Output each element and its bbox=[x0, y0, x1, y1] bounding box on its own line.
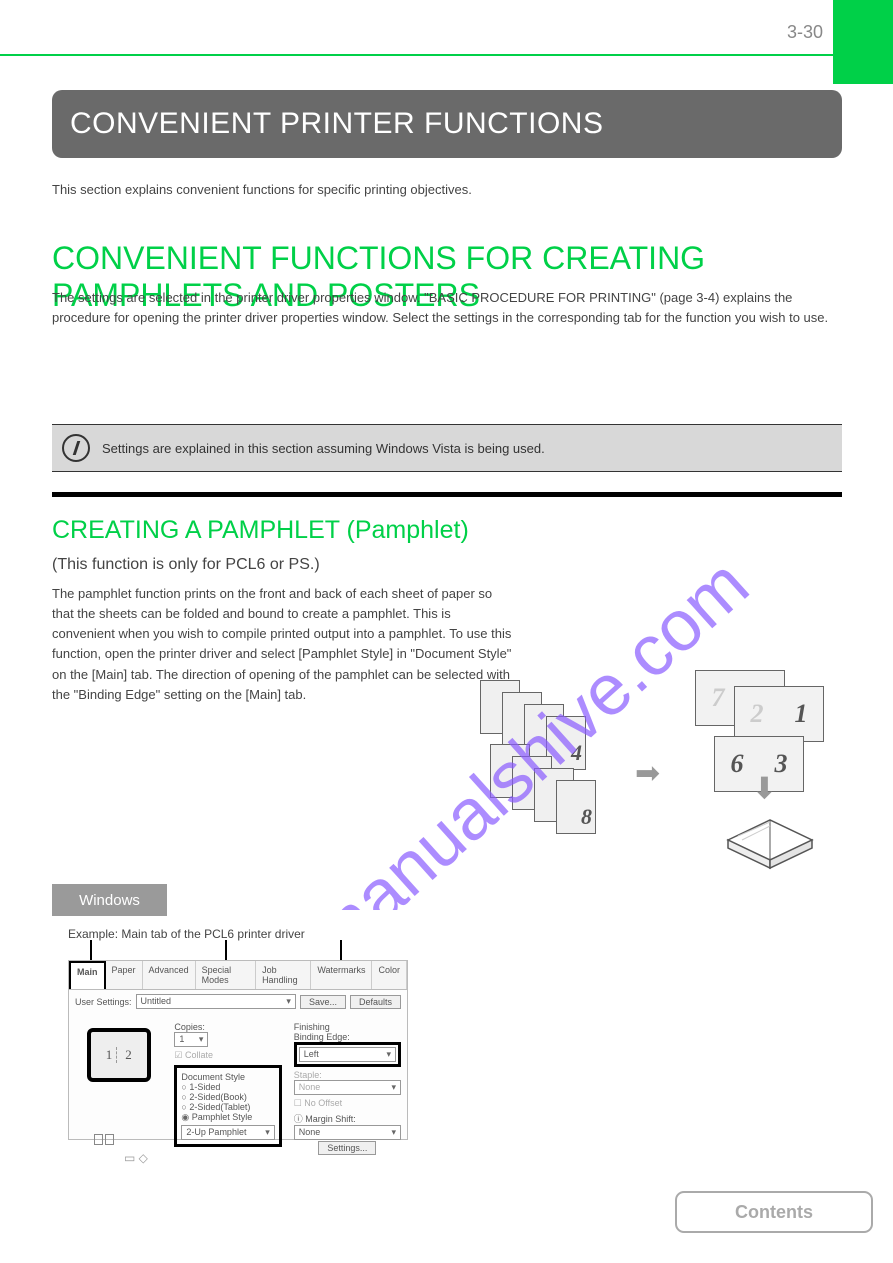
arrow-right-icon: ➡ bbox=[635, 756, 660, 791]
spread-card: 2 1 bbox=[734, 686, 824, 742]
user-settings-row: User Settings: Untitled Save... Defaults bbox=[69, 990, 407, 1013]
no-offset-check[interactable]: ☐ No Offset bbox=[294, 1098, 401, 1109]
contents-button[interactable]: Contents bbox=[675, 1191, 873, 1233]
tray-icons: ▭ ◇ bbox=[124, 1151, 148, 1165]
settings-button[interactable]: Settings... bbox=[318, 1141, 376, 1155]
note-callout: Settings are explained in this section a… bbox=[52, 424, 842, 472]
arrow-down-icon: ➡ bbox=[747, 775, 782, 800]
spread-right: 1 bbox=[779, 687, 823, 741]
tab-color[interactable]: Color bbox=[372, 961, 407, 989]
callout-line bbox=[225, 940, 227, 960]
pamphlet-title: CREATING A PAMPHLET (Pamphlet) bbox=[52, 516, 469, 545]
callout-line bbox=[340, 940, 342, 960]
collate-check[interactable]: ☑ Collate bbox=[174, 1050, 281, 1061]
save-button[interactable]: Save... bbox=[300, 995, 346, 1009]
tab-job[interactable]: Job Handling bbox=[256, 961, 311, 989]
radio-2sided-tablet[interactable]: 2-Sided(Tablet) bbox=[181, 1102, 274, 1112]
page-number: 3-30 bbox=[787, 22, 823, 43]
radio-pamphlet[interactable]: Pamphlet Style bbox=[181, 1112, 274, 1123]
ghost-2: 2 bbox=[735, 687, 779, 741]
copies-input[interactable]: 1 bbox=[174, 1032, 208, 1047]
preview-panel: 12 ▭ ◇ bbox=[69, 1016, 168, 1174]
copies-label: Copies: bbox=[174, 1022, 281, 1032]
callout-line bbox=[90, 940, 92, 960]
binding-edge-label: Binding Edge: bbox=[294, 1032, 401, 1042]
radio-1sided[interactable]: 1-Sided bbox=[181, 1082, 274, 1092]
intro-text-2: The settings are selected in the printer… bbox=[52, 288, 842, 327]
doc-style-label: Document Style bbox=[181, 1072, 274, 1082]
example-caption: Example: Main tab of the PCL6 printer dr… bbox=[68, 927, 305, 941]
note-text: Settings are explained in this section a… bbox=[102, 441, 545, 456]
binding-edge-select[interactable]: Left bbox=[299, 1047, 396, 1062]
pamphlet-diagram: 1 2 3 4 5 6 7 8 ➡ 7 8 2 1 6 3 ➡ bbox=[470, 660, 840, 880]
driver-tabs: Main Paper Advanced Special Modes Job Ha… bbox=[69, 961, 407, 990]
tab-main[interactable]: Main bbox=[69, 961, 106, 989]
pencil-icon bbox=[62, 434, 90, 462]
driver-screenshot: Main Paper Advanced Special Modes Job Ha… bbox=[68, 960, 408, 1140]
layout-preview: 12 bbox=[87, 1028, 151, 1082]
banner-title: CONVENIENT PRINTER FUNCTIONS bbox=[52, 90, 842, 158]
user-settings-select[interactable]: Untitled bbox=[136, 994, 296, 1009]
pamphlet-subtitle: (This function is only for PCL6 or PS.) bbox=[52, 556, 320, 574]
page-card: 8 bbox=[556, 780, 596, 834]
pamphlet-body: The pamphlet function prints on the fron… bbox=[52, 584, 512, 705]
tab-special[interactable]: Special Modes bbox=[196, 961, 256, 989]
user-settings-label: User Settings: bbox=[75, 997, 132, 1007]
radio-2sided-book[interactable]: 2-Sided(Book) bbox=[181, 1092, 274, 1102]
booklet-icon bbox=[720, 800, 820, 870]
tab-advanced[interactable]: Advanced bbox=[143, 961, 196, 989]
orientation-icons bbox=[94, 1134, 114, 1145]
header-rule bbox=[0, 54, 833, 56]
document-style-group: Document Style 1-Sided 2-Sided(Book) 2-S… bbox=[174, 1065, 281, 1147]
margin-shift-select[interactable]: None bbox=[294, 1125, 401, 1140]
tab-paper[interactable]: Paper bbox=[106, 961, 143, 989]
defaults-button[interactable]: Defaults bbox=[350, 995, 401, 1009]
tab-watermarks[interactable]: Watermarks bbox=[311, 961, 372, 989]
os-label: Windows bbox=[52, 884, 167, 916]
finishing-panel: Finishing Binding Edge: Left Staple: Non… bbox=[288, 1016, 407, 1174]
staple-select[interactable]: None bbox=[294, 1080, 401, 1095]
staple-label: Staple: bbox=[294, 1070, 401, 1080]
page-card: 4 bbox=[546, 716, 586, 770]
margin-shift-label: ⓘ Margin Shift: bbox=[294, 1112, 401, 1125]
section-rule bbox=[52, 492, 842, 497]
pamphlet-style-select[interactable]: 2-Up Pamphlet bbox=[181, 1125, 274, 1140]
header-accent bbox=[833, 0, 893, 84]
finishing-label: Finishing bbox=[294, 1022, 401, 1032]
mid-panel: Copies: 1 ☑ Collate Document Style 1-Sid… bbox=[168, 1016, 287, 1174]
intro-text: This section explains convenient functio… bbox=[52, 180, 842, 200]
